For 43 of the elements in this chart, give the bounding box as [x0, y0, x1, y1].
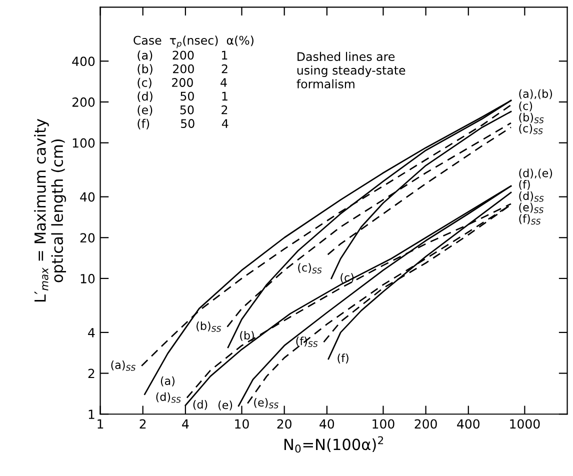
x-tick-label: 100 [372, 419, 394, 429]
series-label: (e)$_{SS}$ [254, 398, 278, 408]
x-tick-label: 1 [98, 419, 104, 428]
y-tick-label: 40 [80, 192, 95, 202]
annotation: (c) [519, 101, 532, 112]
series-label: (c)$_{SS}$ [298, 263, 322, 274]
x-axis-title: N$_{0}$=N(100α)$^{2}$ [284, 436, 384, 453]
series-label: (f)$_{SS}$ [296, 336, 318, 348]
annotation: (f) [519, 180, 530, 190]
annotation: (d),(e) [519, 168, 552, 179]
x-tick-label: 200 [414, 419, 437, 429]
y-tick-label: 20 [80, 233, 95, 243]
x-tick-label: 1000 [510, 419, 540, 429]
y-tick-label: 4 [88, 328, 95, 338]
x-tick-label: 10 [235, 419, 249, 429]
series-label: (f) [338, 354, 348, 364]
series-label: (d)$_{SS}$ [156, 392, 181, 403]
annotation: (c)$_{SS}$ [519, 124, 543, 134]
y-tick-label: 100 [72, 138, 95, 148]
annotation: (a),(b) [519, 89, 552, 100]
x-tick-label: 20 [277, 419, 292, 429]
series-label: (a) [160, 376, 174, 386]
y-tick-label: 10 [80, 274, 95, 284]
series-label: (b) [240, 330, 254, 341]
y-tick-label: 200 [72, 97, 95, 107]
annotation: (f)$_{SS}$ [519, 214, 541, 225]
y-axis-title: L′$_{max}$ = Maximum cavity optical length (cm) [34, 118, 66, 302]
annotation: (d)$_{SS}$ [519, 191, 544, 202]
series-label: (d) [193, 400, 208, 410]
x-tick-label: 2 [140, 419, 146, 428]
y-tick-label: 1 [88, 410, 94, 419]
y-tick-label: 400 [72, 56, 95, 66]
annotation: Dashed lines are using steady-state formalism [296, 52, 406, 88]
x-tick-label: 40 [320, 419, 334, 429]
annotation: (b)$_{SS}$ [519, 112, 544, 124]
series-label: (a)$_{SS}$ [111, 360, 136, 371]
series-label: (b)$_{SS}$ [196, 321, 222, 332]
text: Case τ$_{p}$(nsec) α(%) (a) 200 1 (b) 200 2 (c) 200 4 (d) 50 1 (e) 50 2 (f) 50 4 [134, 36, 254, 130]
x-tick-label: 400 [457, 419, 480, 429]
x-tick-label: 4 [182, 419, 189, 428]
series-label: (e) [218, 400, 232, 410]
annotation: (e)$_{SS}$ [519, 202, 544, 214]
y-tick-label: 2 [88, 368, 94, 378]
